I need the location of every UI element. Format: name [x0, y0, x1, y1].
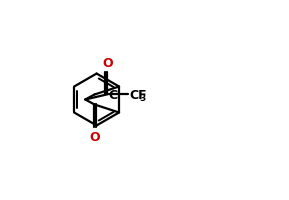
Text: O: O: [89, 130, 100, 143]
Text: O: O: [102, 57, 113, 70]
Text: 3: 3: [140, 93, 146, 102]
Text: CF: CF: [129, 88, 147, 101]
Text: C: C: [108, 88, 117, 101]
